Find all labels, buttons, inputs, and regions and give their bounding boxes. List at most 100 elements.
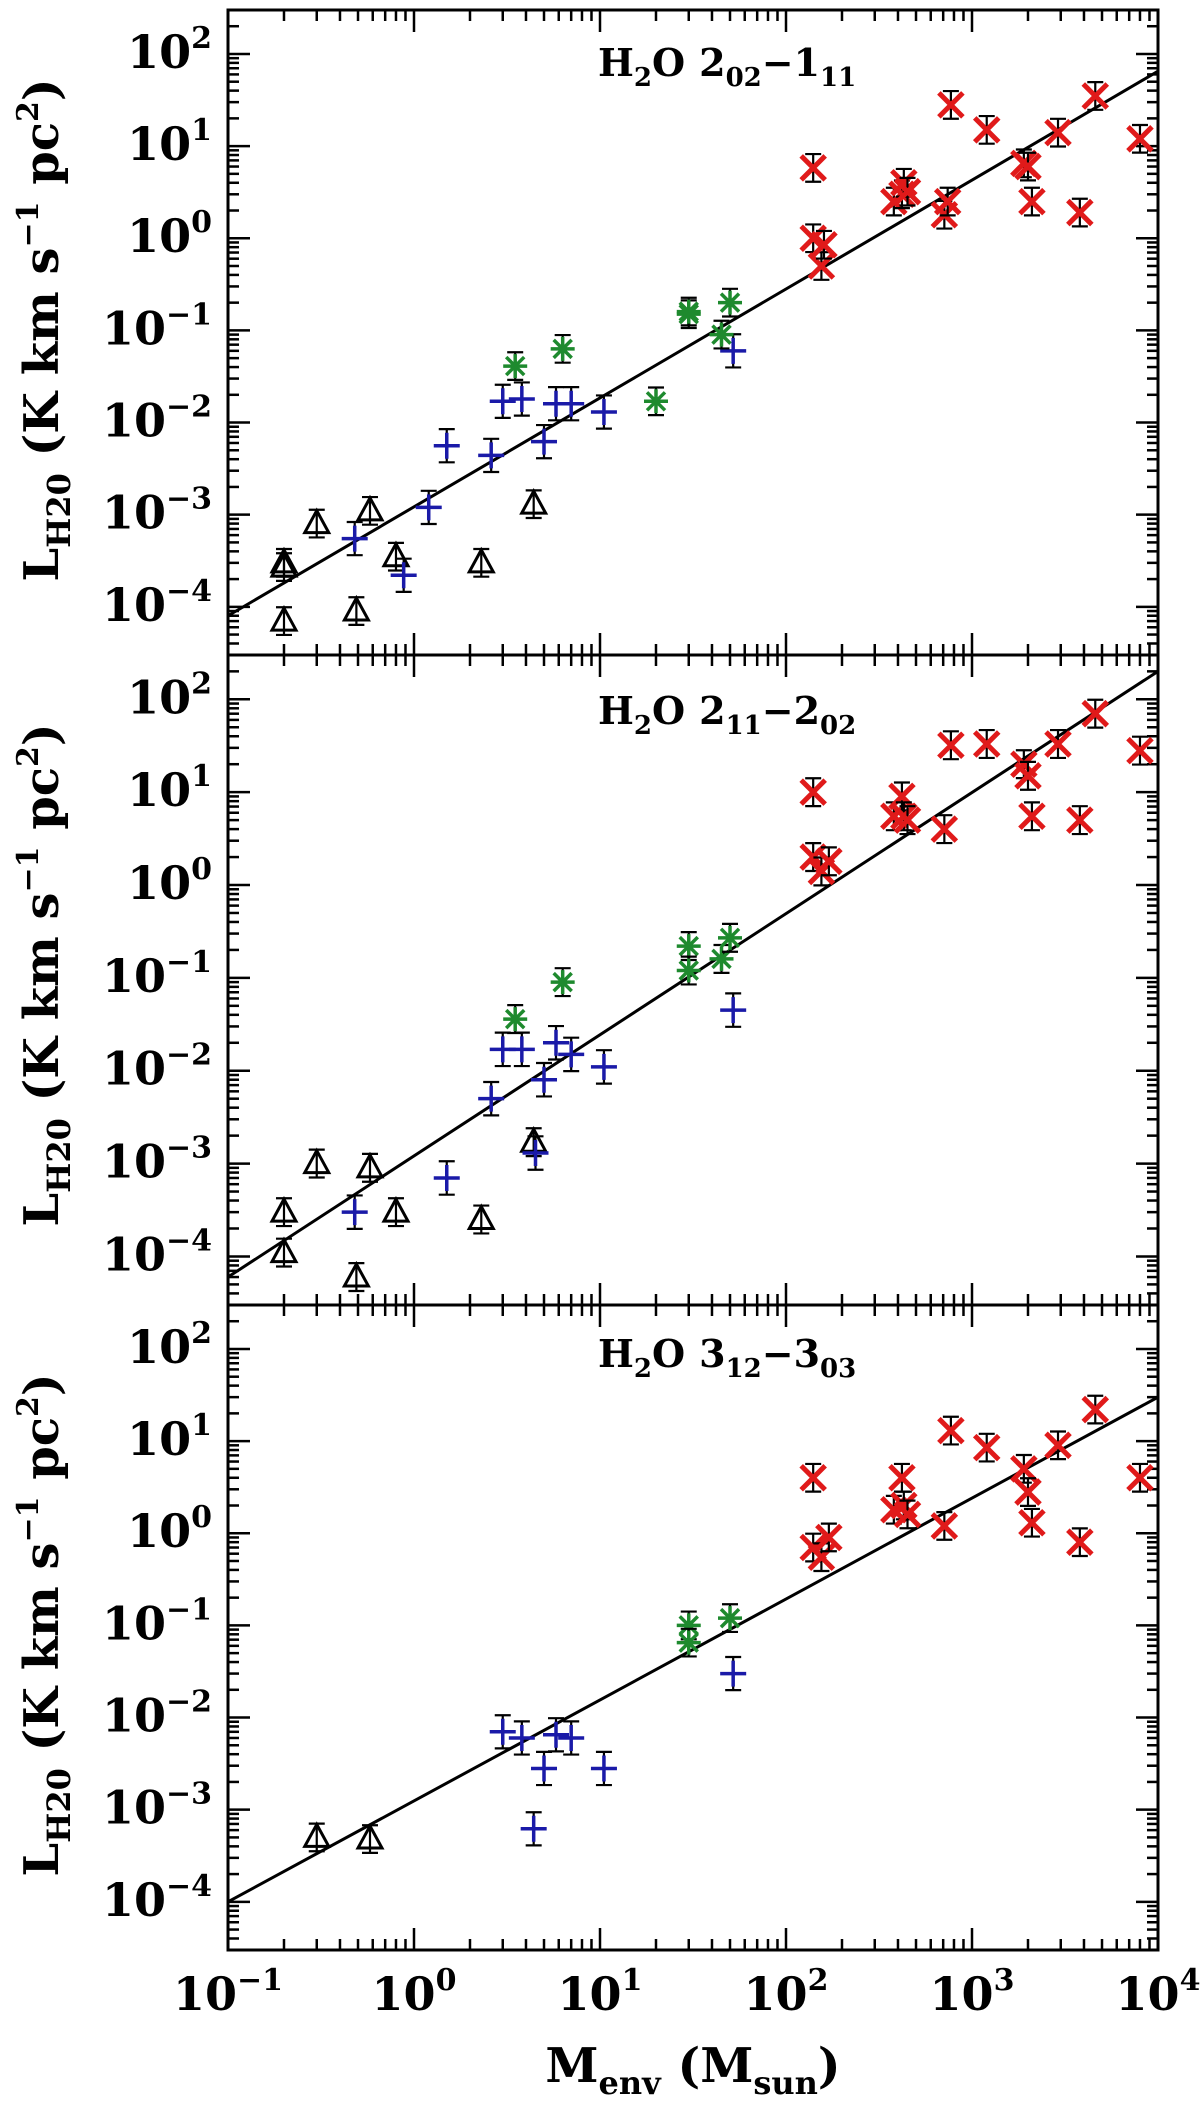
cross-point <box>1044 728 1072 760</box>
cross-point <box>1044 117 1072 148</box>
triangle-marker <box>341 1260 371 1288</box>
y-tick-label: 10−4 <box>102 1869 212 1927</box>
cross-point <box>1018 186 1046 217</box>
plus-marker <box>433 1164 460 1191</box>
panel-3-frame <box>226 1303 1160 1952</box>
triangle-marker <box>302 1147 332 1175</box>
cross-marker <box>1014 152 1042 181</box>
plus-point <box>520 1811 547 1847</box>
cross-point <box>972 728 1001 760</box>
cross-point <box>799 152 827 183</box>
plus-point <box>508 1031 535 1068</box>
cross-point <box>937 730 965 761</box>
asterisk-marker <box>503 1007 528 1032</box>
cross-marker <box>888 1464 916 1492</box>
plus-point <box>558 1720 585 1756</box>
y-tick-label: 101 <box>127 113 212 171</box>
triangle-marker <box>355 494 385 522</box>
cross-marker <box>1081 699 1110 728</box>
ticks-layer <box>226 8 1160 1952</box>
y-tick-label: 102 <box>127 1316 212 1374</box>
cross-marker <box>1066 1528 1094 1556</box>
cross-point <box>1014 151 1042 182</box>
cross-point <box>937 1415 965 1446</box>
cross-marker <box>815 1523 843 1552</box>
cross-marker <box>893 177 922 206</box>
y-tick-label: 10−2 <box>102 1038 212 1096</box>
y-axis-title-2: LH20 (K km s−1 pc2) <box>11 723 78 1226</box>
y-tick-label: 10−3 <box>102 482 212 540</box>
cross-point <box>1014 760 1042 791</box>
cross-marker <box>1044 1431 1072 1460</box>
cross-point <box>893 1499 922 1530</box>
plus-point <box>508 381 535 417</box>
cross-point <box>972 114 1001 145</box>
asterisk-marker <box>709 946 734 971</box>
plus-point <box>531 1061 558 1098</box>
cross-marker <box>937 1416 965 1445</box>
asterisk-point <box>718 922 743 953</box>
triangle-marker <box>355 1151 385 1179</box>
asterisk-marker <box>676 1630 701 1655</box>
plus-point <box>489 383 516 419</box>
plus-marker <box>558 1041 585 1068</box>
cross-marker <box>893 1500 922 1529</box>
y-tick-label: 101 <box>127 759 212 817</box>
asterisk-marker <box>718 290 743 315</box>
plus-marker <box>542 1029 569 1056</box>
asterisk-point <box>709 943 734 974</box>
cross-marker <box>972 116 1001 144</box>
cross-marker <box>1044 118 1072 147</box>
asterisk-marker <box>676 934 701 959</box>
cross-point <box>1066 197 1094 228</box>
asterisk-marker <box>550 970 575 995</box>
plus-point <box>341 520 368 557</box>
asterisk-point <box>709 319 734 350</box>
asterisk-point <box>503 351 528 381</box>
plus-marker <box>531 1755 558 1782</box>
cross-point <box>815 846 843 877</box>
plus-marker <box>341 525 368 552</box>
triangle-point <box>269 1236 299 1268</box>
triangle-point <box>466 1203 496 1235</box>
plus-marker <box>390 562 417 589</box>
triangle-point <box>302 1821 332 1853</box>
cross-point <box>1081 698 1110 729</box>
asterisk-point <box>550 333 575 364</box>
cross-marker <box>1081 82 1110 110</box>
asterisk-point <box>718 287 743 318</box>
triangle-point <box>381 1196 411 1228</box>
cross-marker <box>799 778 827 806</box>
asterisk-marker <box>718 925 743 950</box>
panel-2-title: H2O 211−202 <box>598 688 856 741</box>
cross-point <box>1081 81 1110 111</box>
plus-point <box>415 489 442 526</box>
plus-point <box>478 1080 505 1117</box>
cross-marker <box>972 730 1001 758</box>
x-tick-label: 101 <box>558 1963 643 2021</box>
asterisk-point <box>676 955 701 986</box>
plus-marker <box>478 1085 505 1112</box>
plus-marker <box>415 494 442 521</box>
plus-marker <box>489 388 516 415</box>
y-tick-label: 102 <box>127 666 212 724</box>
asterisk-marker <box>718 1606 743 1631</box>
cross-point <box>1066 1527 1094 1558</box>
labels-layer: 10−4 10−3 10−2 10−1 100 101 102 10−4 10−3 10−2 10−… <box>102 21 1200 2021</box>
triangle-point <box>355 1822 385 1854</box>
triangle-marker <box>341 594 371 622</box>
marks-layer <box>269 81 1154 1854</box>
asterisk-point <box>676 1627 701 1658</box>
cross-point <box>930 1511 959 1541</box>
triangle-marker <box>466 546 496 574</box>
x-axis-title: Menv (Msun) <box>545 2038 840 2102</box>
y-tick-label: 10−1 <box>102 945 212 1003</box>
plus-point <box>558 386 585 422</box>
plus-marker <box>590 1053 617 1080</box>
cross-point <box>810 229 838 260</box>
triangle-marker <box>302 507 332 535</box>
plus-point <box>720 1655 747 1692</box>
cross-point <box>1126 1462 1154 1493</box>
y-tick-label: 102 <box>127 21 212 79</box>
